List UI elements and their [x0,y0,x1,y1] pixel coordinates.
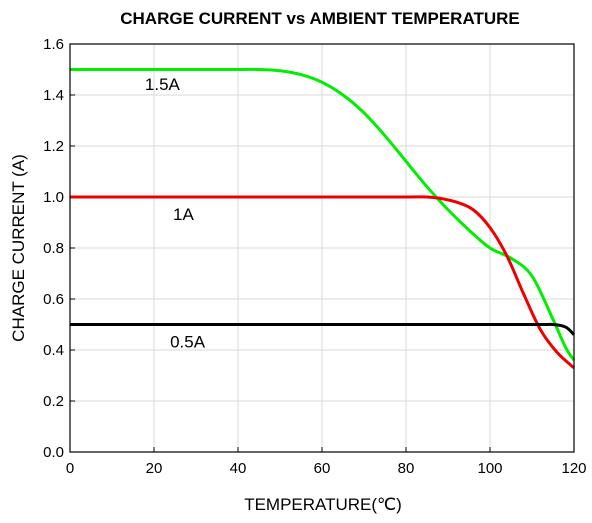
y-tick-label: 1.6 [43,36,64,53]
y-tick-label: 0.0 [43,444,64,461]
grid [69,43,575,453]
series-annotation: 1A [173,205,194,224]
y-tick-label: 0.8 [43,240,64,257]
y-tick-label: 1.2 [43,138,64,155]
x-tick-label: 0 [66,460,74,477]
x-tick-label: 60 [314,460,331,477]
y-tick-label: 0.4 [43,342,64,359]
tick-labels: 0 20 40 60 80 100 120 0.0 0.2 0.4 0.6 0.8 1.0 1.2 1.4 1… [43,36,586,477]
y-axis-label: CHARGE CURRENT (A) [9,154,28,342]
series-line-1-5a [70,67,576,362]
x-tick-label: 120 [561,460,586,477]
plot-frame [69,43,575,453]
y-tick-label: 1.0 [43,189,64,206]
y-tick-label: 0.2 [43,393,64,410]
y-tick-label: 1.4 [43,87,64,104]
series-group [70,67,576,369]
y-tick-label: 0.6 [43,291,64,308]
x-axis-label: TEMPERATURE(℃) [244,495,402,514]
x-tick-label: 20 [146,460,163,477]
series-annotation: 0.5A [170,332,206,351]
x-tick-label: 100 [477,460,502,477]
x-tick-label: 80 [398,460,415,477]
series-line-0-5a [70,322,576,336]
chart-title: CHARGE CURRENT vs AMBIENT TEMPERATURE [120,9,520,28]
series-annotation: 1.5A [145,75,181,94]
x-tick-label: 40 [230,460,247,477]
series-line-1a [70,195,576,369]
annotations: 1.5A 1A 0.5A [145,75,206,352]
